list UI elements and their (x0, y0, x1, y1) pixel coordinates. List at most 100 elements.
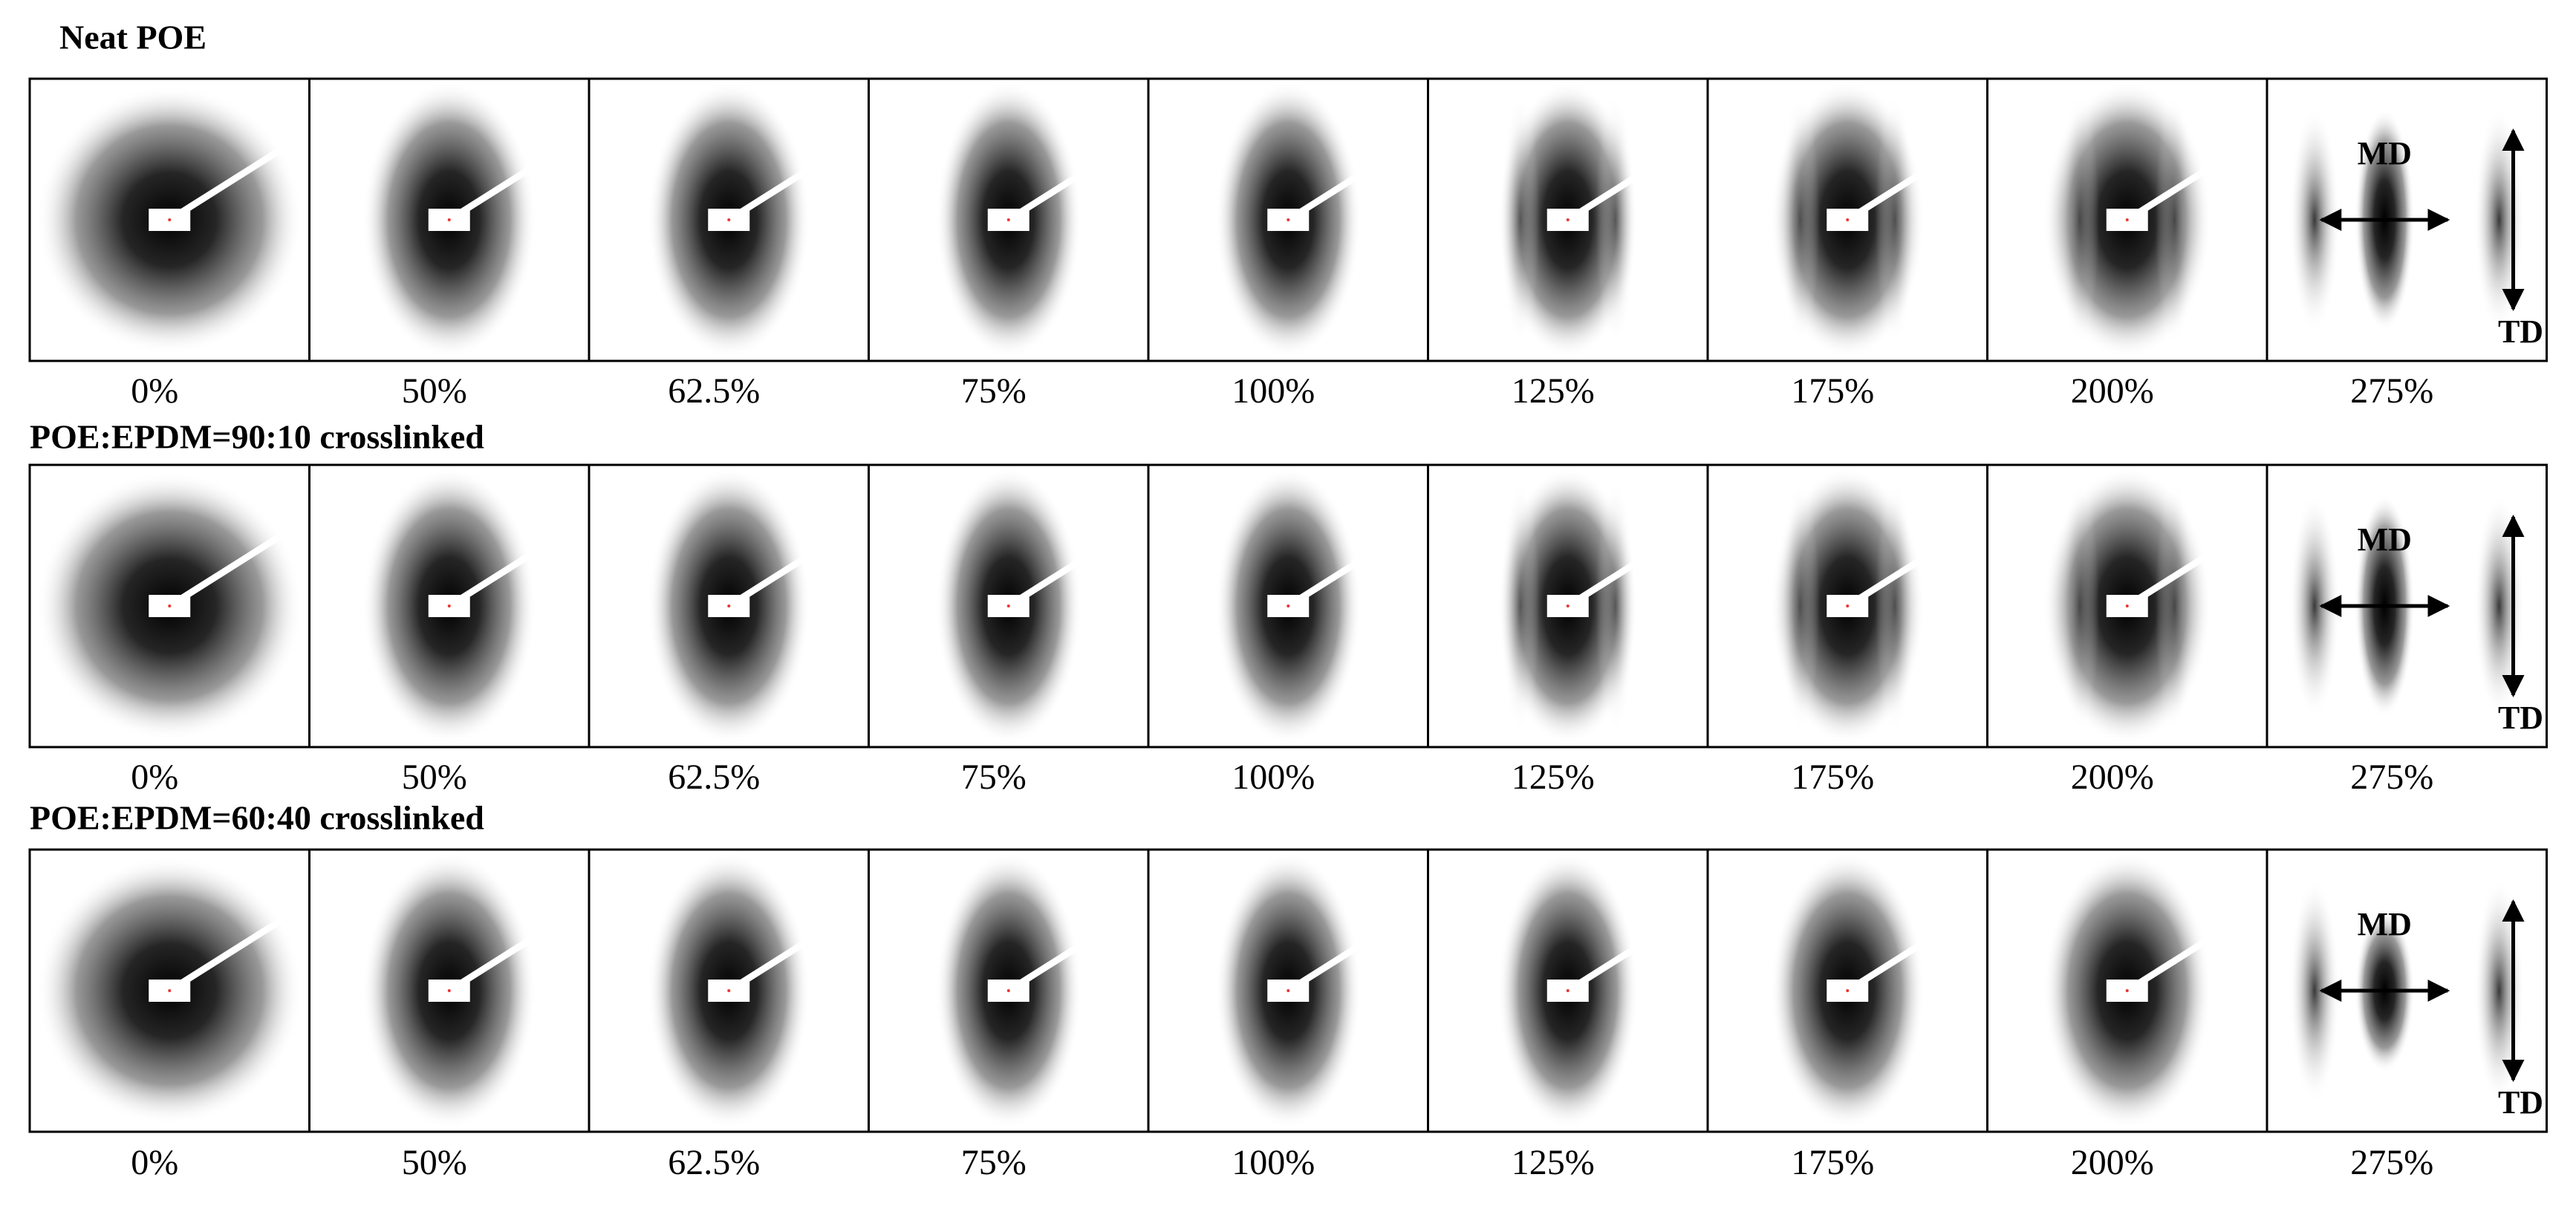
lobe (2289, 493, 2340, 719)
beam-stop-arm (2125, 532, 2241, 609)
beam-stop-arm (447, 917, 563, 994)
beam-center (1006, 218, 1010, 221)
beam-center (2125, 218, 2129, 221)
strain-label: 62.5% (668, 371, 760, 411)
beam-stop-arm (1286, 917, 1402, 994)
strain-label: 62.5% (668, 1143, 760, 1182)
streak (1780, 93, 1820, 347)
strain-label: 75% (961, 757, 1027, 797)
beam-stop-arm (1006, 917, 1122, 994)
beam-stop-arm (447, 146, 563, 223)
beam-center (447, 604, 451, 607)
beam-center (1287, 604, 1290, 607)
strain-label: 200% (2071, 757, 2154, 797)
md-label: MD (2358, 521, 2412, 558)
beam-center (447, 989, 451, 992)
beam-center (1287, 218, 1290, 221)
beam-stop-arm (1286, 532, 1402, 609)
strain-label: 75% (961, 1143, 1027, 1182)
beam-stop-arm (447, 532, 563, 609)
strain-label: 100% (1232, 1143, 1315, 1182)
lobe (2289, 878, 2340, 1104)
strain-label: 50% (402, 757, 467, 797)
beam-center (1566, 218, 1570, 221)
streak (1596, 93, 1636, 347)
streak (1780, 479, 1820, 733)
beam-center (168, 218, 172, 221)
streak (2060, 479, 2100, 733)
beam-stop-arm (167, 532, 284, 609)
beam-center (1287, 989, 1290, 992)
beam-stop-arm (1845, 532, 1962, 609)
strain-label: 75% (961, 371, 1027, 411)
row-title: POE:EPDM=90:10 crosslinked (30, 418, 484, 456)
strain-label: 100% (1232, 757, 1315, 797)
strain-label: 125% (1512, 371, 1595, 411)
beam-center (2125, 604, 2129, 607)
td-label: TD (2498, 1084, 2543, 1121)
streak (1500, 479, 1541, 733)
strain-label: 100% (1232, 371, 1315, 411)
strain-label: 175% (1791, 757, 1874, 797)
lobe (2473, 493, 2525, 719)
strain-label: 200% (2071, 371, 2154, 411)
strain-label: 62.5% (668, 757, 760, 797)
md-label: MD (2358, 135, 2412, 172)
strain-label: 0% (131, 371, 178, 411)
beam-stop-arm (726, 146, 843, 223)
td-label: TD (2498, 700, 2543, 736)
beam-stop-arm (1286, 146, 1402, 223)
beam-stop-arm (167, 146, 284, 223)
beam-stop-arm (726, 917, 843, 994)
strain-label: 275% (2350, 371, 2433, 411)
strain-label: 50% (402, 1143, 467, 1182)
beam-stop-arm (1845, 146, 1962, 223)
beam-center (2125, 989, 2129, 992)
strain-label: 275% (2350, 757, 2433, 797)
streak (1596, 479, 1636, 733)
beam-center (1846, 989, 1850, 992)
beam-stop-arm (167, 917, 284, 994)
beam-stop-arm (1566, 532, 1682, 609)
beam-center (1566, 604, 1570, 607)
streak (1875, 93, 1915, 347)
beam-stop-arm (1566, 917, 1682, 994)
beam-center (1846, 218, 1850, 221)
beam-center (447, 218, 451, 221)
lobe (2473, 107, 2525, 333)
row-title: Neat POE (59, 19, 206, 56)
lobe (2289, 107, 2340, 333)
beam-center (168, 604, 172, 607)
strain-label: 125% (1512, 1143, 1595, 1182)
beam-center (727, 604, 731, 607)
streak (2155, 479, 2195, 733)
lobe (2473, 878, 2525, 1104)
strain-label: 125% (1512, 757, 1595, 797)
streak (1500, 93, 1541, 347)
streak (1875, 479, 1915, 733)
beam-center (1846, 604, 1850, 607)
beam-stop-arm (1566, 146, 1682, 223)
streak (2155, 93, 2195, 347)
beam-stop-arm (1845, 917, 1962, 994)
strain-label: 0% (131, 1143, 178, 1182)
strain-label: 175% (1791, 371, 1874, 411)
td-label: TD (2498, 313, 2543, 350)
strain-label: 175% (1791, 1143, 1874, 1182)
strain-label: 50% (402, 371, 467, 411)
beam-stop-arm (2125, 146, 2241, 223)
beam-center (1006, 604, 1010, 607)
beam-stop-arm (726, 532, 843, 609)
beam-center (1566, 989, 1570, 992)
beam-center (727, 989, 731, 992)
beam-center (727, 218, 731, 221)
beam-stop-arm (2125, 917, 2241, 994)
row-title: POE:EPDM=60:40 crosslinked (30, 799, 484, 837)
streak (2060, 93, 2100, 347)
md-label: MD (2358, 906, 2412, 942)
beam-center (1006, 989, 1010, 992)
beam-center (168, 989, 172, 992)
beam-stop-arm (1006, 532, 1122, 609)
